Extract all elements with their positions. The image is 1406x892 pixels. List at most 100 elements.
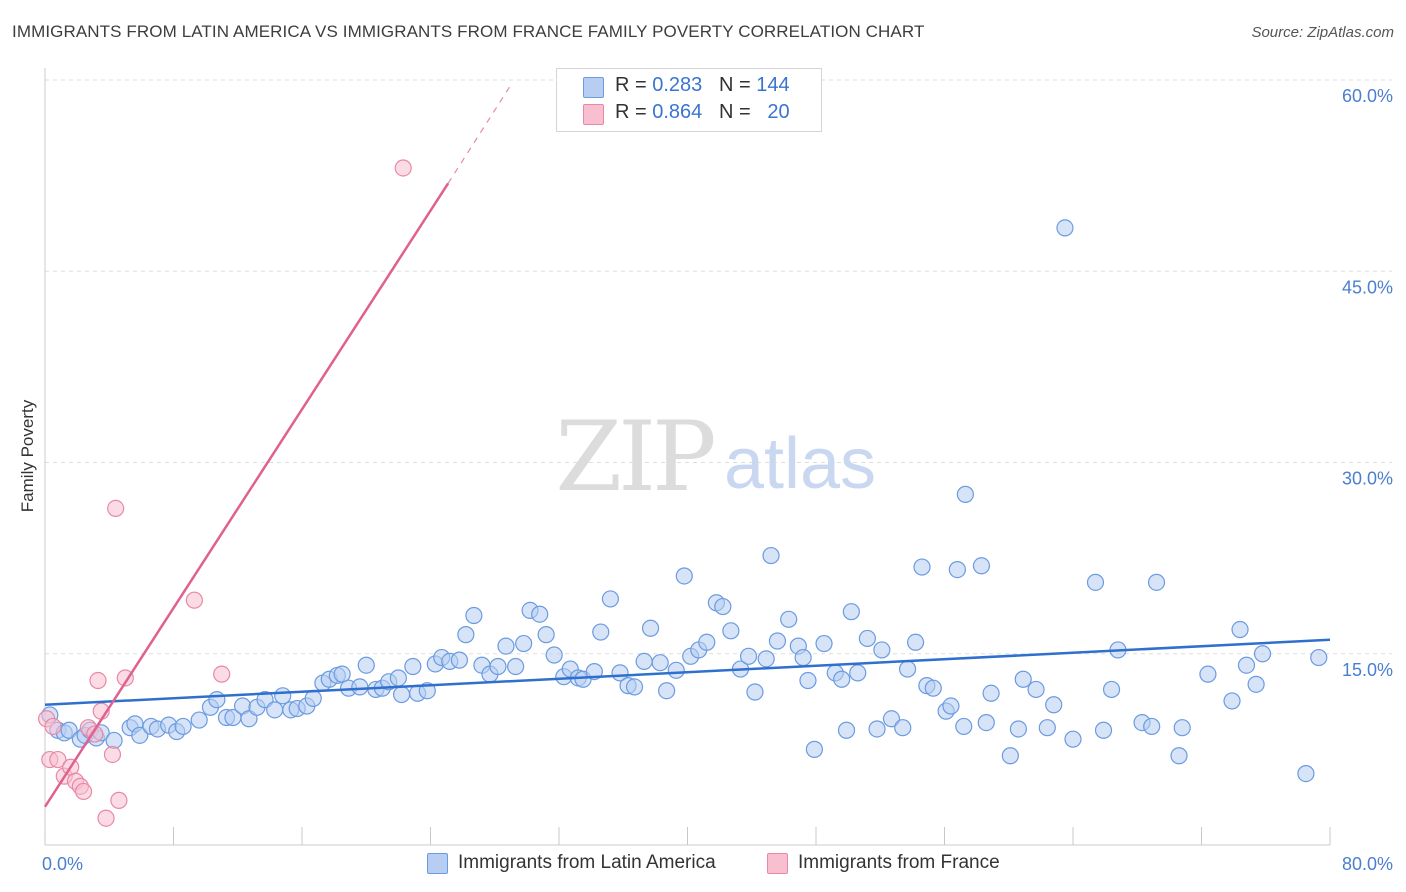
data-point-latin-america xyxy=(658,682,676,700)
data-point-latin-america xyxy=(794,648,812,667)
data-point-latin-america xyxy=(450,651,469,669)
data-point-latin-america xyxy=(746,683,764,701)
data-point-latin-america xyxy=(208,691,226,709)
data-point-latin-america xyxy=(762,546,780,565)
data-point-latin-america xyxy=(956,485,974,503)
data-point-latin-america xyxy=(868,720,886,738)
data-point-latin-america xyxy=(757,650,775,668)
data-point-france xyxy=(44,717,62,736)
data-point-latin-america xyxy=(1170,747,1188,765)
tick-labels: 15.0% 30.0% 45.0% 60.0% 0.0% 80.0% xyxy=(42,86,1393,874)
data-point-latin-america xyxy=(1056,219,1074,237)
data-point-latin-america xyxy=(190,711,208,729)
data-point-latin-america xyxy=(894,719,912,737)
data-point-latin-america xyxy=(1297,764,1315,783)
data-point-latin-america xyxy=(537,626,555,644)
data-point-latin-america xyxy=(60,721,78,739)
bottom-legend-label: Immigrants from France xyxy=(798,852,1000,873)
data-point-latin-america xyxy=(714,597,732,616)
data-point-latin-america xyxy=(1237,656,1256,674)
data-point-latin-america xyxy=(898,660,917,678)
data-point-latin-america xyxy=(457,626,475,644)
y-tick-label: 45.0% xyxy=(1342,277,1393,297)
data-point-france xyxy=(185,591,203,609)
data-point-latin-america xyxy=(641,619,660,637)
data-point-latin-america xyxy=(1231,620,1249,639)
chart-title: IMMIGRANTS FROM LATIN AMERICA VS IMMIGRA… xyxy=(12,22,925,41)
legend-n-label: N = xyxy=(718,101,751,123)
data-point-latin-america xyxy=(873,641,891,659)
data-point-france xyxy=(49,750,67,769)
trend-lines xyxy=(43,82,1331,808)
data-point-france xyxy=(116,669,134,687)
data-point-latin-america xyxy=(266,701,284,719)
x-tick-label: 80.0% xyxy=(1342,854,1393,874)
data-point-latin-america xyxy=(497,637,515,655)
data-point-latin-america xyxy=(1014,670,1032,688)
data-point-latin-america xyxy=(780,610,798,628)
data-point-latin-america xyxy=(1310,648,1328,667)
data-point-latin-america xyxy=(977,713,995,732)
bottom-legend-label: Immigrants from Latin America xyxy=(458,852,716,873)
data-point-latin-america xyxy=(1086,573,1105,591)
data-point-latin-america xyxy=(465,606,483,625)
data-point-latin-america xyxy=(1045,696,1063,714)
data-point-france xyxy=(213,665,231,683)
data-point-latin-america xyxy=(545,646,563,664)
bottom-legend-swatch-pink xyxy=(767,853,788,874)
data-point-latin-america xyxy=(392,685,411,704)
data-point-latin-america xyxy=(1064,730,1082,748)
data-point-latin-america xyxy=(1143,717,1161,736)
data-point-france xyxy=(97,809,115,827)
source-credit: Source: ZipAtlas.com xyxy=(1251,24,1394,41)
data-point-latin-america xyxy=(389,669,407,687)
data-point-latin-america xyxy=(955,717,973,736)
data-point-latin-america xyxy=(1247,675,1265,693)
gridlines xyxy=(45,79,1392,655)
data-point-latin-america xyxy=(858,629,877,648)
legend-swatch-pink xyxy=(583,104,604,125)
data-point-latin-america xyxy=(739,647,758,665)
data-point-latin-america xyxy=(351,678,369,696)
data-point-latin-america xyxy=(404,657,422,676)
y-tick-label: 30.0% xyxy=(1342,469,1393,489)
trend-line-france xyxy=(43,182,450,808)
data-point-latin-america xyxy=(948,560,966,579)
data-point-latin-america xyxy=(651,654,669,672)
data-point-latin-america xyxy=(913,558,931,576)
data-point-france xyxy=(74,782,93,801)
data-point-latin-america xyxy=(1223,692,1241,710)
data-point-latin-america xyxy=(274,687,292,705)
data-point-latin-america xyxy=(1094,721,1113,739)
data-point-latin-america xyxy=(805,740,823,758)
legend-swatch-blue xyxy=(583,77,604,98)
data-point-latin-america xyxy=(1253,645,1272,663)
data-point-latin-america xyxy=(906,633,925,651)
data-point-latin-america xyxy=(972,557,991,575)
data-point-latin-america xyxy=(489,657,507,676)
y-tick-label: 15.0% xyxy=(1342,660,1393,680)
data-point-latin-america xyxy=(1001,747,1019,765)
data-point-latin-america xyxy=(675,567,693,585)
data-point-latin-america xyxy=(1173,719,1191,737)
legend-r-value: 0.283 xyxy=(652,74,703,96)
series-france-points xyxy=(38,159,412,827)
data-point-france xyxy=(89,671,107,690)
legend-n-value: 144 xyxy=(756,74,790,96)
trend-line-france-extension xyxy=(447,82,513,184)
data-point-latin-america xyxy=(601,590,620,608)
data-point-latin-america xyxy=(882,710,901,728)
data-point-latin-america xyxy=(1027,680,1045,699)
data-point-latin-america xyxy=(799,671,817,690)
data-point-latin-america xyxy=(1147,573,1166,591)
data-point-latin-america xyxy=(625,678,644,696)
legend-n-value: 20 xyxy=(767,101,790,123)
data-point-latin-america xyxy=(131,726,149,744)
data-point-latin-america xyxy=(507,657,525,676)
data-point-latin-america xyxy=(982,684,1000,702)
watermark-zip: ZIP xyxy=(555,401,714,513)
legend-r-value: 0.864 xyxy=(652,101,703,123)
legend-r-label: R = xyxy=(615,74,647,96)
data-point-latin-america xyxy=(515,634,533,653)
